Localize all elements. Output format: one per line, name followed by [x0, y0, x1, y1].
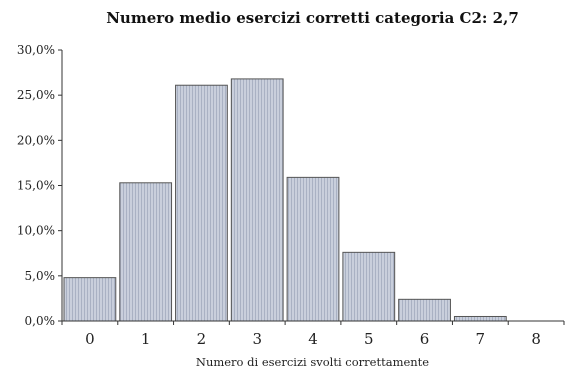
y-tick-label: 5,0%: [25, 269, 56, 283]
bar-7: [453, 315, 507, 322]
x-tick-label: 3: [252, 330, 262, 348]
x-tick-label: 2: [197, 330, 207, 348]
bar-4: [286, 176, 340, 322]
bar-3: [230, 78, 284, 322]
y-tick-label: 0,0%: [25, 314, 56, 328]
x-tick-label: 0: [85, 330, 95, 348]
bar-1: [119, 182, 173, 322]
x-tick-label: 1: [141, 330, 151, 348]
bar-6: [398, 298, 451, 322]
y-tick-label: 25,0%: [17, 88, 55, 102]
y-tick-label: 30,0%: [17, 43, 55, 57]
x-tick-label: 6: [420, 330, 430, 348]
x-tick-label: 8: [531, 330, 541, 348]
bar-5: [342, 251, 396, 322]
y-tick-label: 20,0%: [17, 133, 55, 147]
y-tick-label: 15,0%: [17, 179, 55, 193]
x-axis-label: Numero di esercizi svolti correttamente: [195, 355, 430, 369]
x-tick-label: 4: [308, 330, 318, 348]
bar-0: [63, 277, 117, 322]
y-tick-label: 10,0%: [17, 224, 55, 238]
x-tick-label: 7: [476, 330, 486, 348]
bar-2: [175, 84, 228, 322]
chart-title: Numero medio esercizi corretti categoria…: [106, 9, 519, 27]
x-tick-label: 5: [364, 330, 374, 348]
